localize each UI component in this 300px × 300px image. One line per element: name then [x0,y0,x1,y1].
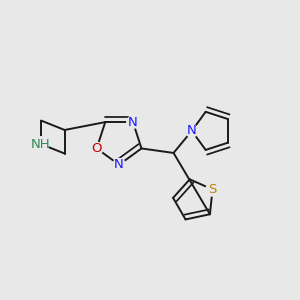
Text: S: S [208,183,217,196]
Circle shape [127,116,139,128]
Circle shape [34,137,49,152]
Text: N: N [114,158,124,171]
Circle shape [113,158,125,171]
Circle shape [206,183,219,196]
Text: N: N [187,124,197,137]
Circle shape [91,142,103,154]
Text: N: N [128,116,138,129]
Circle shape [186,125,198,137]
Text: O: O [92,142,102,155]
Text: NH: NH [31,138,51,151]
